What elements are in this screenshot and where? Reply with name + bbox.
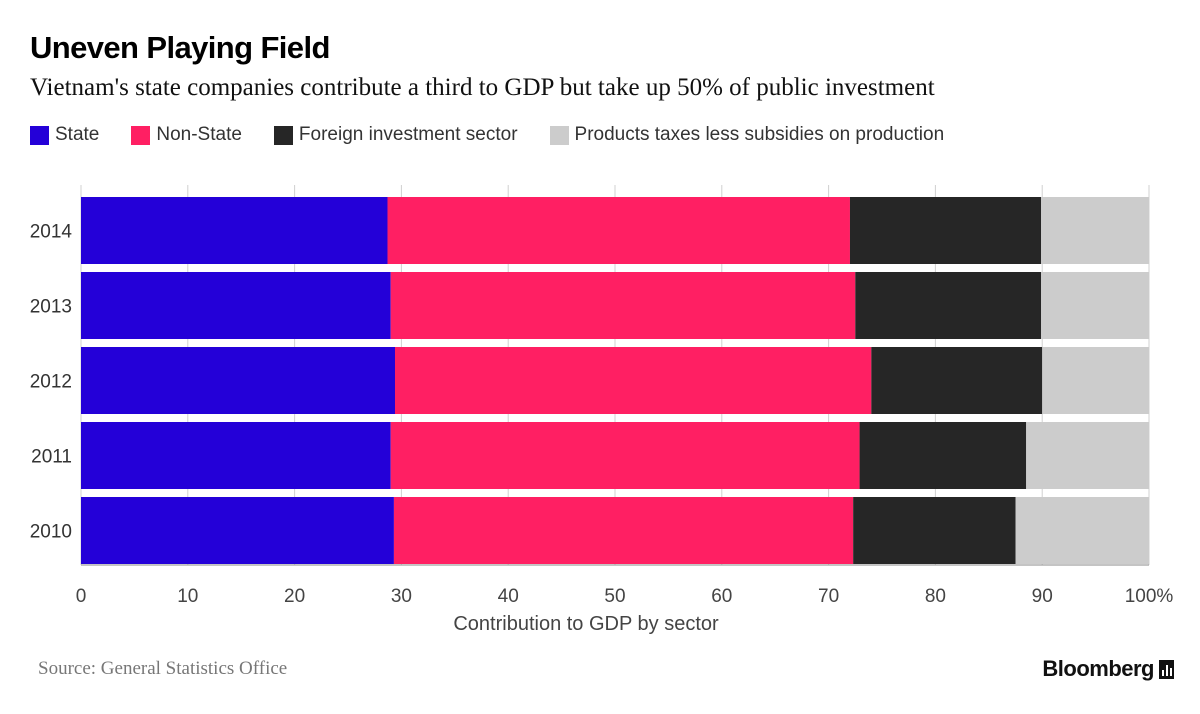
chart-subtitle: Vietnam's state companies contribute a t…	[30, 74, 935, 101]
x-tick-label: 50	[604, 586, 625, 607]
bar-segment-foreign-investment-sector-2010	[853, 497, 1016, 564]
x-tick-label: 30	[391, 586, 412, 607]
stacked-bar-chart: 2014 2013 2012 2011 2010 0 10 20 30 40 50 60 70 80 90…	[30, 185, 1174, 635]
bloomberg-chart-icon	[1159, 659, 1174, 679]
bar-segment-state-2011	[81, 422, 391, 489]
bar-segment-products-taxes-less-subsidies-on-production-2014	[1041, 197, 1149, 264]
bar-segment-products-taxes-less-subsidies-on-production-2011	[1026, 422, 1149, 489]
chart-title: Uneven Playing Field	[30, 30, 330, 65]
bar-segment-state-2014	[81, 197, 388, 264]
bar-segment-foreign-investment-sector-2012	[871, 347, 1043, 414]
bar-segment-products-taxes-less-subsidies-on-production-2012	[1042, 347, 1149, 414]
x-tick-label: 0	[76, 586, 87, 607]
legend-label-foreign: Foreign investment sector	[298, 124, 518, 145]
x-tick-label: 10	[177, 586, 198, 607]
y-category-label: 2013	[30, 297, 72, 318]
bar-segment-state-2010	[81, 497, 394, 564]
bar-segment-foreign-investment-sector-2011	[859, 422, 1027, 489]
bar-segment-non-state-2013	[390, 272, 856, 339]
legend-item-state: State	[30, 124, 99, 146]
y-category-label: 2010	[30, 522, 72, 543]
x-tick-label: 60	[711, 586, 732, 607]
bar-segment-non-state-2010	[393, 497, 854, 564]
legend-swatch-taxes	[549, 125, 569, 145]
x-tick-label: 70	[818, 586, 839, 607]
x-axis-tick-labels: 0 10 20 30 40 50 60 70 80 90 100%	[76, 586, 1174, 607]
legend-item-foreign: Foreign investment sector	[273, 124, 518, 146]
x-tick-label: 20	[284, 586, 305, 607]
y-category-label: 2011	[31, 447, 72, 468]
legend-swatch-foreign	[273, 125, 293, 145]
x-tick-label: 80	[925, 586, 946, 607]
bar-segment-state-2013	[81, 272, 391, 339]
bars	[81, 197, 1149, 564]
bar-segment-foreign-investment-sector-2013	[855, 272, 1042, 339]
bar-segment-foreign-investment-sector-2014	[849, 197, 1042, 264]
brand-name: Bloomberg	[1042, 656, 1154, 681]
legend-label-non-state: Non-State	[156, 124, 242, 145]
x-tick-label: 40	[498, 586, 519, 607]
legend: State Non-State Foreign investment secto…	[30, 122, 976, 148]
legend-item-non-state: Non-State	[131, 124, 242, 146]
legend-swatch-state	[30, 125, 49, 145]
y-category-label: 2014	[30, 222, 73, 243]
x-tick-label: 100%	[1125, 586, 1174, 607]
legend-label-state: State	[55, 124, 100, 145]
bar-segment-non-state-2014	[387, 197, 850, 264]
legend-label-taxes: Products taxes less subsidies on product…	[574, 124, 945, 145]
x-tick-label: 90	[1032, 586, 1053, 607]
source-note: Source: General Statistics Office	[38, 658, 288, 679]
bar-segment-non-state-2012	[394, 347, 872, 414]
bar-segment-products-taxes-less-subsidies-on-production-2013	[1041, 272, 1149, 339]
bar-segment-products-taxes-less-subsidies-on-production-2010	[1015, 497, 1149, 564]
bar-segment-non-state-2011	[390, 422, 860, 489]
bar-segment-state-2012	[81, 347, 395, 414]
y-category-label: 2012	[30, 372, 72, 393]
legend-swatch-non-state	[131, 125, 151, 145]
brand-logo: Bloomberg	[1042, 656, 1174, 682]
legend-item-taxes: Products taxes less subsidies on product…	[549, 124, 945, 146]
x-axis-label: Contribution to GDP by sector	[453, 613, 719, 635]
y-axis-labels: 2014 2013 2012 2011 2010	[30, 222, 73, 543]
